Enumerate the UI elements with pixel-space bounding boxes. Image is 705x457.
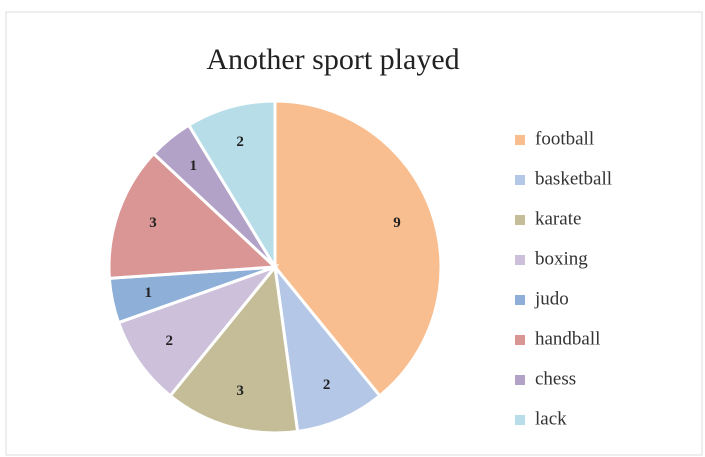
data-label: 1 (190, 158, 198, 174)
legend-label: boxing (535, 248, 588, 269)
legend-swatch (515, 215, 525, 225)
data-label: 1 (144, 285, 152, 301)
legend-swatch (515, 415, 525, 425)
legend-label: handball (535, 328, 600, 349)
legend-label: chess (535, 368, 576, 389)
pie-slice (186, 99, 277, 273)
chart-title: Another sport played (206, 43, 459, 76)
data-label: 2 (236, 134, 244, 150)
pie-slice (116, 263, 280, 398)
legend-swatch (515, 255, 525, 265)
pie-slice (107, 151, 279, 280)
legend-label: judo (534, 288, 569, 309)
data-label: 9 (393, 215, 401, 231)
data-label: 2 (323, 377, 331, 393)
pie-slice (168, 263, 300, 435)
legend-swatch (515, 135, 525, 145)
legend-swatch (515, 375, 525, 385)
data-label: 3 (149, 215, 157, 231)
legend-swatch (515, 335, 525, 345)
legend-label: lack (535, 408, 567, 429)
legend-swatch (515, 295, 525, 305)
data-label: 3 (236, 383, 244, 399)
pie-slice (272, 261, 382, 434)
pie-slice (273, 99, 443, 398)
legend-label: karate (535, 208, 581, 229)
data-label: 2 (165, 333, 173, 349)
legend-label: basketball (535, 168, 612, 189)
legend-label: football (535, 128, 594, 149)
legend-swatch (515, 175, 525, 185)
